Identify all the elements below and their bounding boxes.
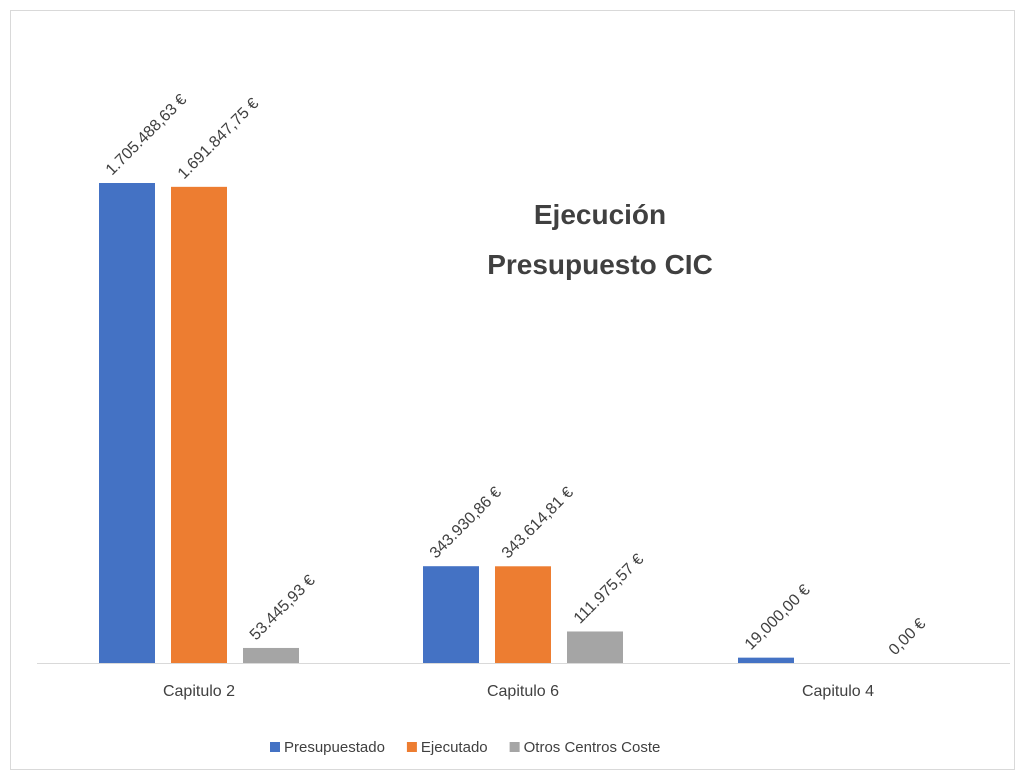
legend-swatch	[406, 742, 417, 752]
bar	[171, 186, 227, 663]
bar	[738, 657, 794, 663]
chart-title: Ejecución Presupuesto CIC	[487, 199, 713, 280]
bar	[567, 631, 623, 663]
bar	[99, 183, 155, 663]
x-tick-label: Capitulo 4	[802, 683, 874, 700]
legend-label: Presupuestado	[284, 739, 385, 756]
legend-label: Otros Centros Coste	[524, 739, 661, 756]
legend-label: Ejecutado	[421, 739, 488, 756]
x-tick-label: Capitulo 6	[487, 683, 559, 700]
bar	[243, 647, 299, 663]
x-tick-label: Capitulo 2	[163, 683, 235, 700]
legend-swatch	[270, 742, 280, 752]
legend-swatch	[509, 742, 520, 752]
bar	[495, 566, 551, 663]
bar	[423, 566, 479, 663]
